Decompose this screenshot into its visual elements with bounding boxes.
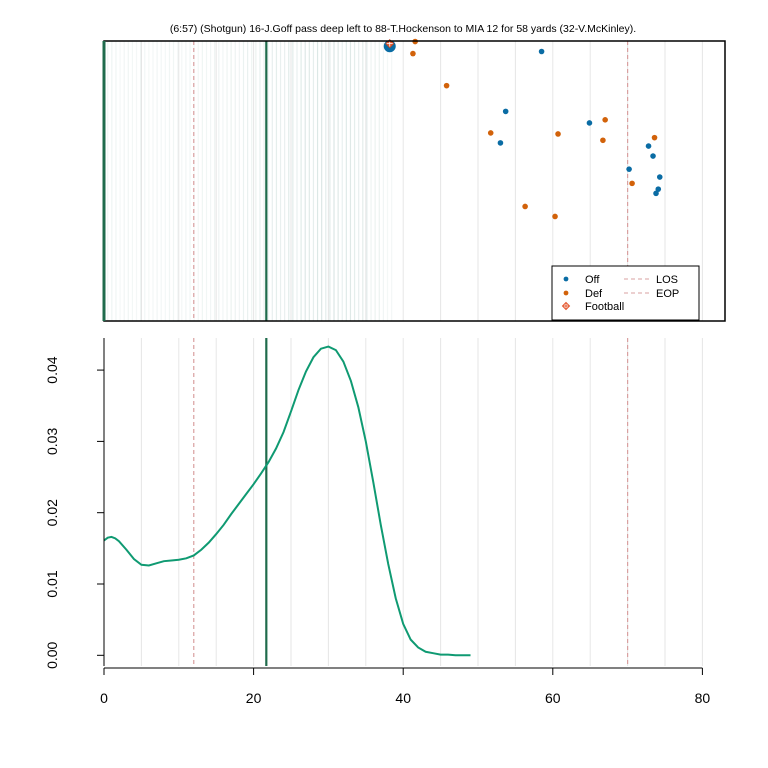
density-grid (140, 338, 703, 666)
defense-point (602, 116, 608, 123)
offense-point (645, 143, 652, 149)
y-tick-label: 0.00 (44, 641, 60, 668)
legend-off-label: Off (585, 274, 600, 286)
defense-point (487, 130, 494, 136)
offense-point (586, 120, 593, 126)
football-marker (385, 39, 395, 49)
defense-point (555, 131, 561, 137)
density-axes: 0 20 40 60 80 0.00 0.01 0.02 0.03 0.04 (44, 338, 710, 706)
legend-eop-label: EOP (656, 288, 679, 300)
legend-football-symbol (561, 301, 571, 311)
density-reference-lines (193, 338, 629, 666)
chart-title: (6:57) (Shotgun) 16-J.Goff pass deep lef… (170, 23, 636, 35)
legend-off-symbol (563, 276, 569, 282)
field-shading (107, 41, 393, 321)
offense-point (650, 153, 656, 159)
legend: Off Def Football LOS EOP (551, 265, 700, 321)
defense-point (600, 137, 606, 144)
offense-point (626, 166, 632, 172)
y-tick-label: 0.02 (44, 499, 60, 526)
offense-point (538, 48, 545, 55)
y-tick-label: 0.03 (44, 428, 60, 455)
legend-def-symbol (563, 290, 569, 296)
offense-point (655, 186, 662, 192)
x-tick-label: 20 (246, 690, 262, 706)
defense-point (522, 203, 528, 210)
density-series-line (103, 345, 471, 657)
legend-def-label: Def (585, 288, 603, 300)
legend-los-label: LOS (656, 274, 678, 286)
field-panel: Off Def Football LOS EOP (102, 38, 726, 322)
y-tick-label: 0.01 (44, 570, 60, 597)
defense-point (410, 50, 416, 57)
defense-point (443, 82, 450, 89)
defense-point (552, 213, 558, 220)
defense-point (651, 134, 658, 141)
x-tick-label: 40 (395, 690, 411, 706)
offense-point (497, 140, 504, 146)
field-player-points (383, 38, 663, 220)
offense-point (653, 190, 659, 197)
x-tick-label: 60 (545, 690, 561, 706)
x-tick-label: 0 (100, 690, 108, 706)
legend-football-label: Football (585, 301, 624, 313)
defense-point (629, 180, 635, 187)
offense-point (656, 174, 663, 180)
density-panel: 0 20 40 60 80 0.00 0.01 0.02 0.03 0.04 (44, 338, 710, 706)
y-tick-label: 0.04 (44, 356, 60, 383)
x-tick-label: 80 (695, 690, 711, 706)
offense-point (502, 108, 509, 115)
